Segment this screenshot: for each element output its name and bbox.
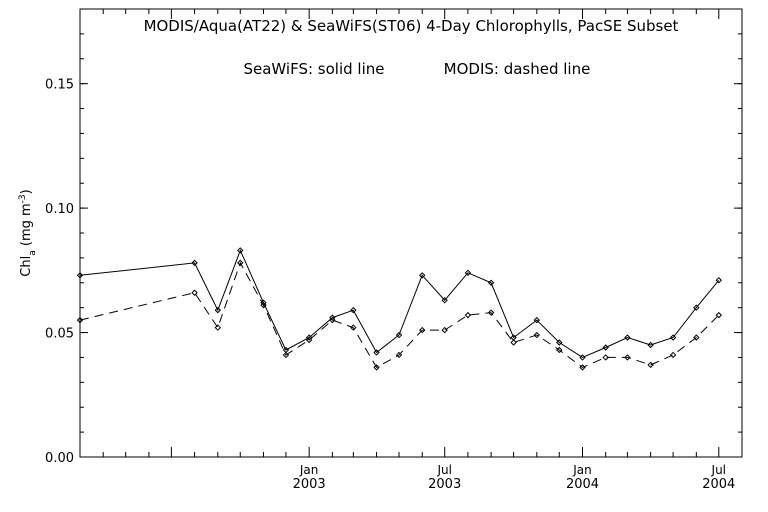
data-point-seawifs xyxy=(602,344,609,351)
data-point-seawifs xyxy=(556,339,563,346)
legend-seawifs: SeaWiFS: solid line xyxy=(243,60,384,78)
data-point-modis xyxy=(715,311,722,319)
data-point-seawifs xyxy=(669,334,677,341)
data-point-modis xyxy=(395,351,403,359)
series-line-modis xyxy=(79,261,720,369)
y-label-units: (mg m xyxy=(19,203,34,250)
data-point-seawifs xyxy=(329,314,336,321)
x-tick-year: 2004 xyxy=(566,477,599,492)
data-point-modis xyxy=(191,289,198,296)
data-point-seawifs xyxy=(441,296,448,304)
data-point-modis xyxy=(602,354,609,361)
data-point-seawifs xyxy=(76,272,84,279)
y-label-superscript: -3 xyxy=(18,194,28,203)
data-point-modis xyxy=(282,351,290,359)
y-axis: 0.00 0.05 0.10 0.15 xyxy=(45,33,742,466)
data-point-seawifs xyxy=(464,269,472,277)
data-point-modis xyxy=(556,346,563,354)
chart-title: MODIS/Aqua(AT22) & SeaWiFS(ST06) 4-Day C… xyxy=(144,17,679,35)
data-point-modis xyxy=(329,316,336,324)
data-point-seawifs xyxy=(533,316,541,324)
data-point-modis xyxy=(237,259,244,267)
y-tick-label: 0.10 xyxy=(45,202,74,217)
data-point-seawifs xyxy=(693,304,700,311)
data-point-seawifs xyxy=(579,354,586,361)
data-point-modis xyxy=(510,339,517,346)
data-point-modis xyxy=(533,331,541,339)
series-layer xyxy=(76,247,722,371)
y-label-close: ) xyxy=(19,189,34,194)
x-tick-year: 2004 xyxy=(702,477,735,492)
data-point-modis xyxy=(487,309,495,316)
data-point-seawifs xyxy=(487,279,495,286)
y-label-subscript: a xyxy=(28,250,38,256)
data-point-modis xyxy=(669,351,677,359)
legend-modis: MODIS: dashed line xyxy=(444,60,591,78)
y-tick-label: 0.05 xyxy=(45,327,74,342)
data-point-modis xyxy=(647,361,654,369)
data-point-seawifs xyxy=(395,331,403,339)
series-line-seawifs xyxy=(79,249,720,358)
x-tick-year: 2003 xyxy=(428,477,461,492)
data-point-modis xyxy=(624,354,631,361)
x-tick-month: Jan xyxy=(299,463,319,477)
data-point-modis xyxy=(693,334,700,341)
data-point-seawifs xyxy=(624,334,631,341)
data-point-modis xyxy=(441,326,448,334)
x-tick-month: Jul xyxy=(711,463,726,477)
y-tick-label: 0.15 xyxy=(45,78,74,93)
plot-frame xyxy=(79,8,743,458)
data-point-modis xyxy=(419,326,426,334)
data-point-modis xyxy=(464,311,472,319)
data-point-seawifs xyxy=(419,272,426,279)
x-tick-year: 2003 xyxy=(293,477,326,492)
data-point-modis xyxy=(373,364,380,371)
x-tick-month: Jan xyxy=(572,463,592,477)
y-tick-label: 0.00 xyxy=(45,451,74,466)
data-point-modis xyxy=(305,336,313,344)
data-point-seawifs xyxy=(373,349,380,356)
data-point-modis xyxy=(76,316,84,324)
data-point-modis xyxy=(260,301,267,309)
data-point-modis xyxy=(350,324,357,331)
data-point-seawifs xyxy=(305,334,313,341)
data-point-seawifs xyxy=(350,306,357,314)
data-point-seawifs xyxy=(715,277,722,284)
data-point-modis xyxy=(214,324,221,331)
y-axis-label: Chla (mg m-3) xyxy=(18,189,38,276)
data-point-seawifs xyxy=(647,341,654,349)
x-tick-month: Jul xyxy=(436,463,451,477)
data-point-seawifs xyxy=(191,259,198,267)
data-point-seawifs xyxy=(214,306,221,314)
data-point-seawifs xyxy=(237,247,244,254)
data-point-modis xyxy=(579,364,586,371)
